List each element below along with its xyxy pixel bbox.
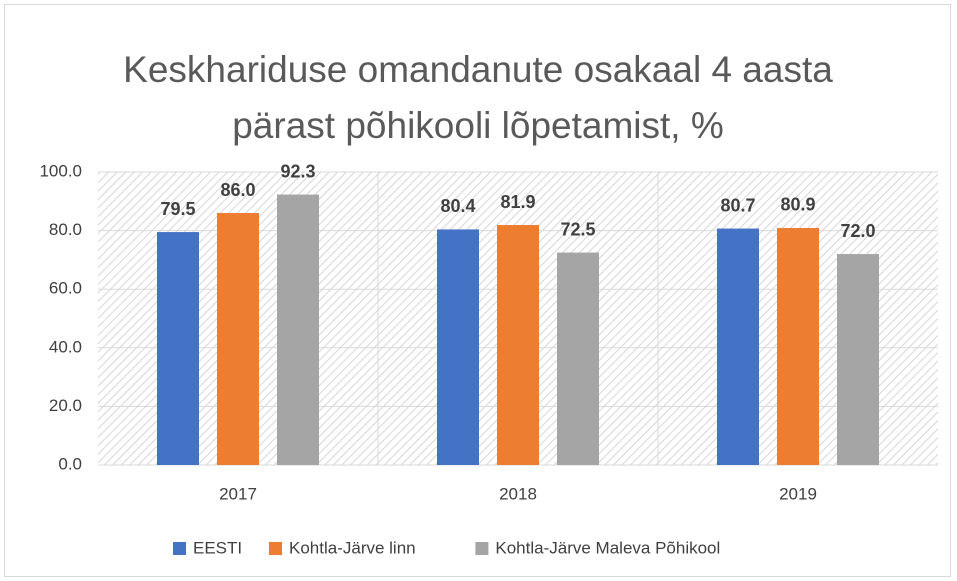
data-label: 79.5 <box>160 199 195 219</box>
data-label: 72.5 <box>560 219 595 239</box>
legend-label: Kohtla-Järve Maleva Põhikool <box>495 538 720 557</box>
bar <box>277 194 319 465</box>
bar <box>717 228 759 465</box>
bar <box>837 254 879 465</box>
y-tick-label: 20.0 <box>49 396 82 415</box>
legend-swatch <box>269 542 282 555</box>
legend-swatch <box>173 542 186 555</box>
legend-label: Kohtla-Järve linn <box>289 538 416 557</box>
bar <box>557 252 599 465</box>
bar <box>437 229 479 465</box>
bar <box>157 232 199 465</box>
legend-swatch <box>475 542 489 555</box>
data-label: 80.9 <box>780 195 815 215</box>
bar <box>497 225 539 465</box>
data-label: 86.0 <box>220 180 255 200</box>
legend-label: EESTI <box>193 538 242 557</box>
data-label: 80.7 <box>720 195 755 215</box>
y-tick-label: 60.0 <box>49 279 82 298</box>
y-tick-label: 80.0 <box>49 220 82 239</box>
y-tick-label: 0.0 <box>58 454 82 473</box>
y-tick-label: 100.0 <box>39 161 82 180</box>
x-tick-label: 2017 <box>219 484 257 503</box>
data-label: 81.9 <box>500 192 535 212</box>
y-tick-label: 40.0 <box>49 337 82 356</box>
bar <box>217 213 259 465</box>
data-label: 72.0 <box>840 221 875 241</box>
chart-border <box>4 4 951 577</box>
bar <box>777 227 819 465</box>
data-label: 80.4 <box>440 196 475 216</box>
data-label: 92.3 <box>280 161 315 181</box>
x-tick-label: 2019 <box>779 484 817 503</box>
x-tick-label: 2018 <box>499 484 537 503</box>
chart-title: Keskhariduse omandanute osakaal 4 aasta … <box>123 49 833 146</box>
